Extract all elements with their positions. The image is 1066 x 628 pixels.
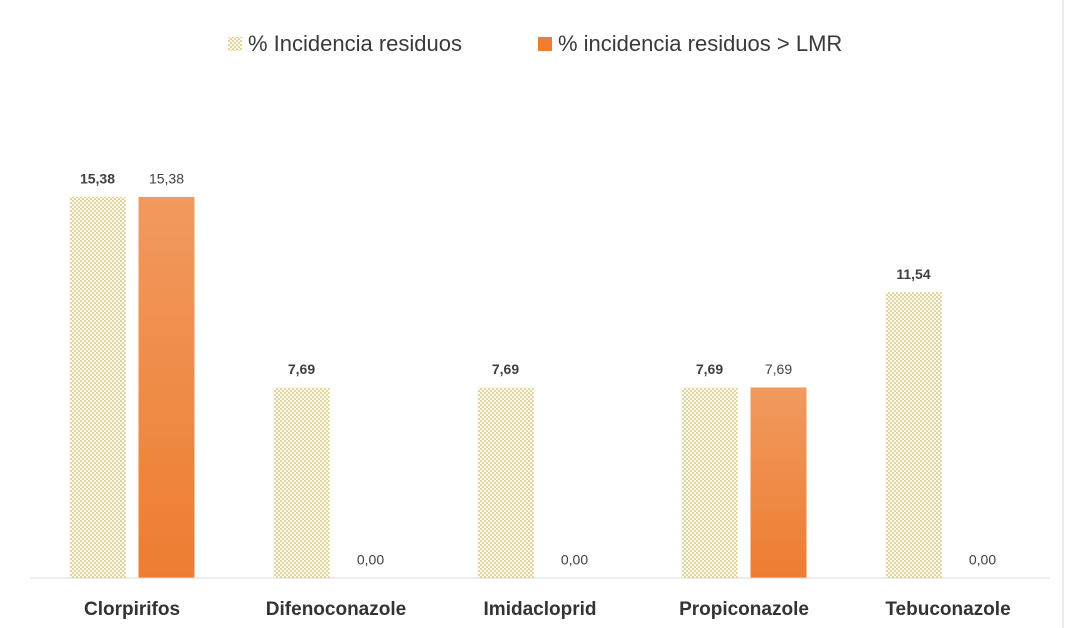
x-tick-label: Tebuconazole — [885, 599, 1010, 620]
legend-label: % Incidencia residuos — [248, 31, 462, 56]
legend-swatch — [538, 37, 552, 51]
legend-label: % incidencia residuos > LMR — [558, 31, 842, 56]
bar — [885, 292, 942, 578]
value-label: 15,38 — [149, 171, 184, 187]
bar — [69, 196, 126, 578]
bar — [273, 387, 330, 578]
value-label: 11,54 — [896, 266, 930, 282]
x-tick-label: Imidacloprid — [484, 599, 597, 620]
value-label: 7,69 — [492, 361, 519, 377]
value-label: 0,00 — [561, 552, 588, 568]
bar-sheen — [138, 196, 195, 578]
value-label: 15,38 — [80, 171, 115, 187]
x-tick-label: Propiconazole — [679, 599, 809, 620]
value-label: 7,69 — [765, 361, 792, 377]
x-tick-label: Difenoconazole — [266, 599, 406, 620]
value-label: 0,00 — [969, 552, 996, 568]
bar — [477, 387, 534, 578]
value-label: 0,00 — [357, 552, 384, 568]
x-tick-label: Clorpirifos — [84, 599, 180, 620]
legend-swatch — [228, 37, 242, 51]
bar — [681, 387, 738, 578]
value-label: 7,69 — [696, 361, 723, 377]
bar-sheen — [750, 387, 807, 578]
value-label: 7,69 — [288, 361, 315, 377]
